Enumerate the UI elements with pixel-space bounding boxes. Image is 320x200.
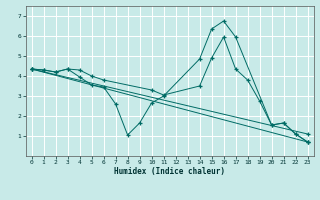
X-axis label: Humidex (Indice chaleur): Humidex (Indice chaleur) <box>114 167 225 176</box>
